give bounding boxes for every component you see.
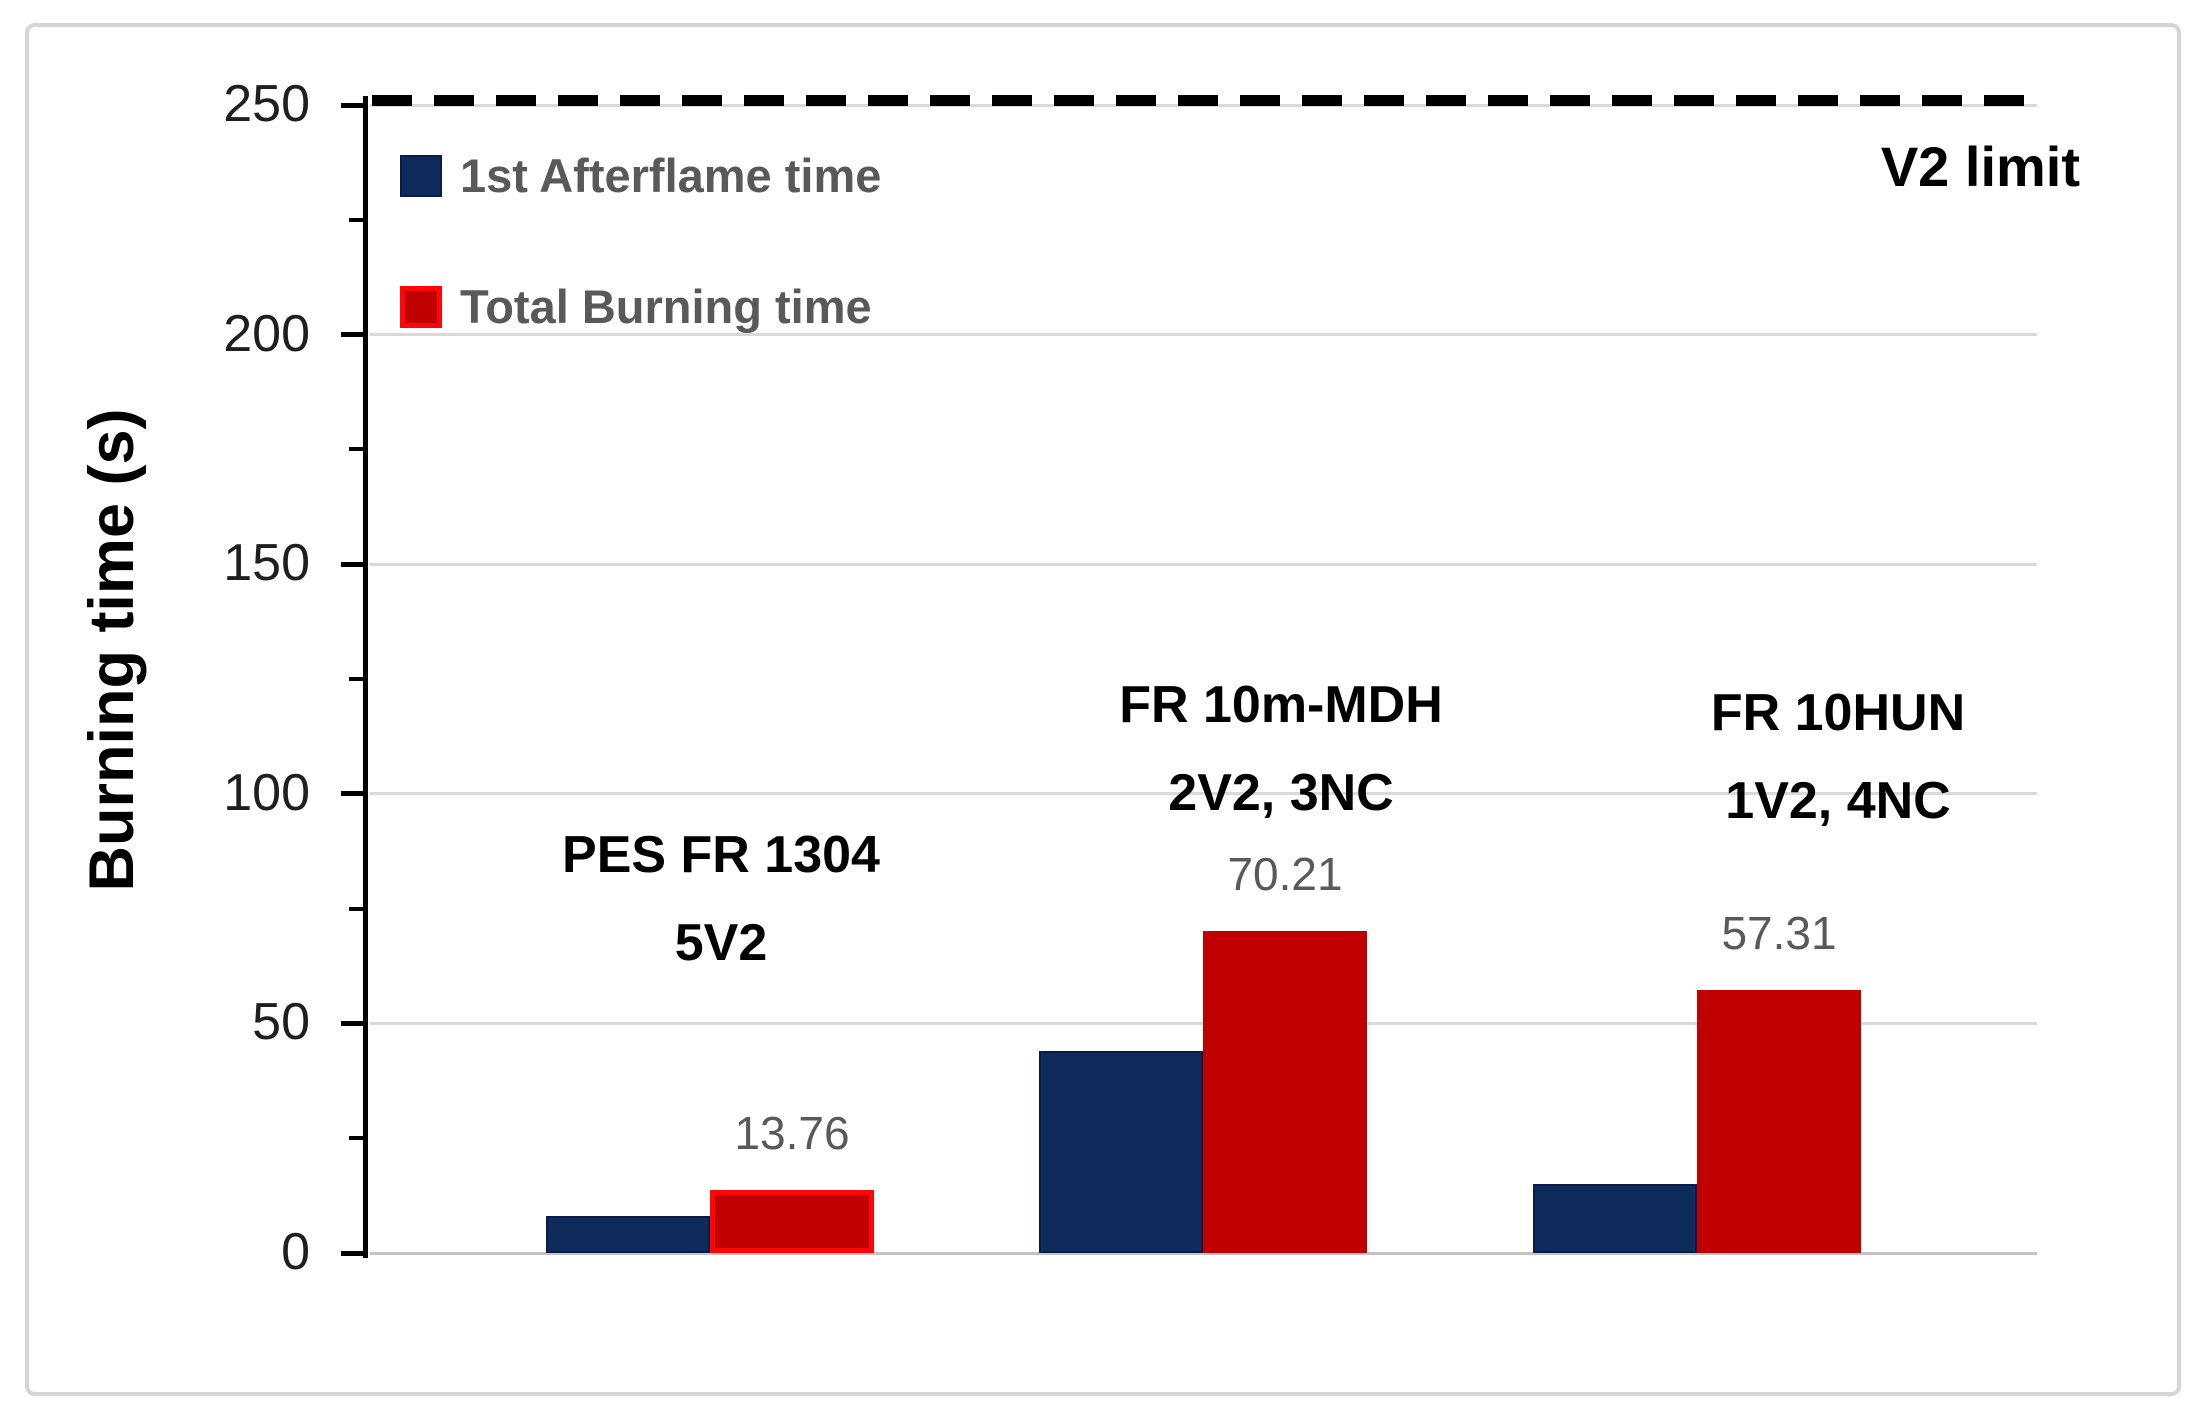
y-tick-label: 50	[252, 993, 310, 1052]
plot-area: 13.76 70.21 57.31 PES FR 1304 5V2 FR 10m…	[370, 103, 2037, 1255]
category-label-line: PES FR 1304	[562, 826, 880, 884]
category-label-line: 5V2	[674, 914, 768, 972]
legend-label-afterflame: 1st Afterflame time	[460, 149, 882, 202]
y-major-tick	[341, 791, 368, 797]
category-label-line: FR 10HUN	[1710, 684, 1966, 742]
bar-total-burning-group1	[710, 1189, 874, 1253]
legend-item-total-burning: Total Burning time	[400, 279, 881, 334]
y-gridline	[370, 333, 2037, 337]
bar-total-burning-group2	[1203, 930, 1367, 1253]
bar-afterflame-group1	[546, 1216, 710, 1253]
y-minor-tick	[349, 217, 368, 222]
y-major-tick	[341, 332, 368, 338]
y-major-tick	[341, 561, 368, 567]
value-label-total-burning-group2: 70.21	[1227, 847, 1343, 900]
bar-afterflame-group3	[1533, 1184, 1697, 1253]
y-major-tick	[341, 102, 368, 108]
legend-swatch-total-burning	[400, 285, 442, 328]
value-label-total-burning-group3: 57.31	[1721, 906, 1837, 959]
y-tick-label: 200	[223, 304, 310, 363]
category-label-line: 1V2, 4NC	[1725, 772, 1951, 830]
bar-afterflame-group2	[1039, 1050, 1203, 1253]
y-gridline	[370, 1251, 2037, 1255]
legend-swatch-afterflame	[400, 154, 442, 197]
y-tick-label: 100	[223, 763, 310, 822]
y-tick-label: 0	[281, 1222, 310, 1281]
y-minor-tick	[349, 906, 368, 911]
legend: 1st Afterflame time Total Burning time	[400, 148, 881, 410]
y-gridline	[370, 792, 2037, 796]
category-label-line: FR 10m-MDH	[1119, 676, 1443, 734]
category-label-group2: FR 10m-MDH 2V2, 3NC	[1119, 661, 1443, 837]
v2-limit-dashed-line	[372, 95, 2034, 106]
legend-label-total-burning: Total Burning time	[460, 280, 872, 333]
category-label-group3: FR 10HUN 1V2, 4NC	[1711, 669, 1965, 845]
category-label-line: 2V2, 3NC	[1168, 764, 1394, 822]
y-minor-tick	[349, 1136, 368, 1141]
y-tick-label: 150	[223, 533, 310, 592]
value-label-total-burning-group1: 13.76	[734, 1106, 850, 1159]
y-major-tick	[341, 1020, 368, 1026]
y-major-tick	[341, 1250, 368, 1256]
legend-item-afterflame: 1st Afterflame time	[400, 148, 881, 203]
y-tick-label: 250	[223, 74, 310, 133]
y-gridline	[370, 562, 2037, 566]
bar-total-burning-group3	[1697, 989, 1861, 1253]
y-minor-tick	[349, 447, 368, 452]
y-minor-tick	[349, 677, 368, 681]
category-label-group1: PES FR 1304 5V2	[562, 811, 880, 987]
v2-limit-label: V2 limit	[1880, 135, 2080, 198]
